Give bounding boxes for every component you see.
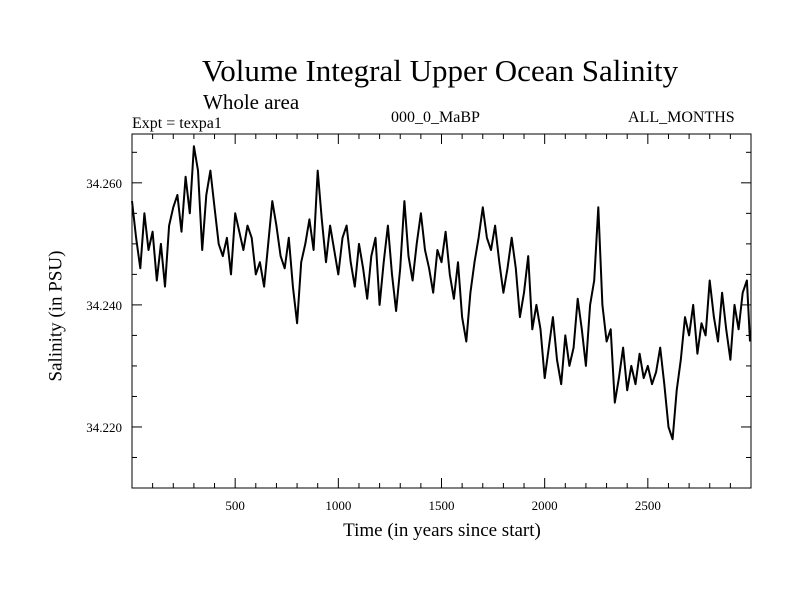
x-tick-label: 1500 [429, 498, 455, 513]
x-tick-label: 1000 [325, 498, 351, 513]
salinity-series-line [131, 145, 751, 441]
period-label: ALL_MONTHS [628, 109, 735, 126]
dataset-label: 000_0_MaBP [391, 109, 480, 126]
y-tick-label: 34.240 [86, 298, 122, 313]
y-tick-label: 34.220 [86, 420, 122, 435]
chart-title: Volume Integral Upper Ocean Salinity [201, 53, 679, 88]
x-tick-label: 2500 [635, 498, 661, 513]
x-tick-label: 2000 [532, 498, 558, 513]
experiment-label: Expt = texpa1 [132, 115, 222, 132]
y-tick-label: 34.260 [86, 176, 122, 191]
x-tick-label: 500 [225, 498, 245, 513]
x-axis-label: Time (in years since start) [343, 520, 541, 541]
plot-frame [131, 133, 752, 489]
chart-subtitle: Whole area [203, 90, 300, 114]
